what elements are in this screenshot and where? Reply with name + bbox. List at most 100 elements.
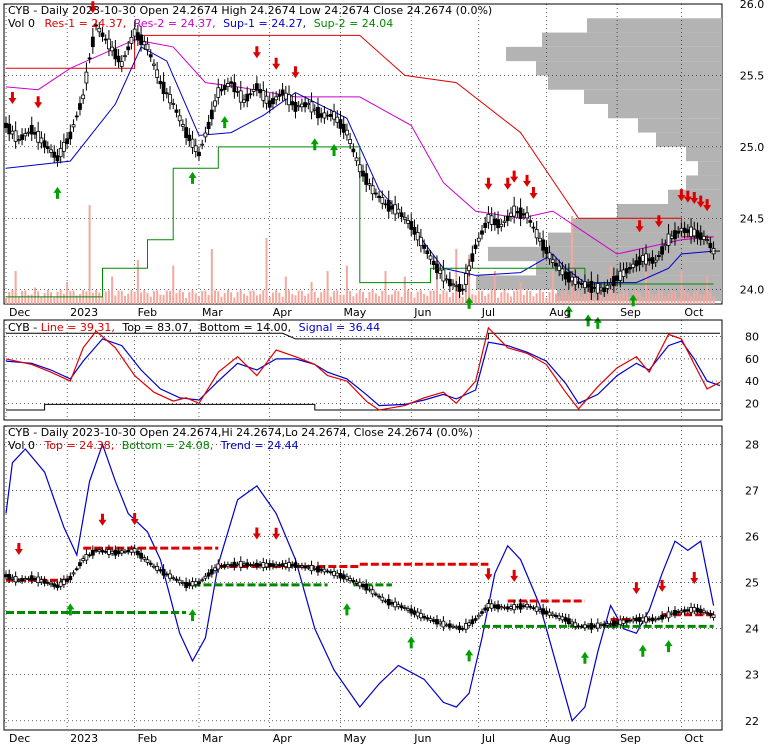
price-candle-body (264, 95, 269, 104)
price-candle-body (702, 235, 706, 240)
trend-legend: Vol 0 Top = 24.38, Bottom = 24.08, Trend… (8, 439, 299, 452)
price-candle-body (428, 255, 433, 260)
price-candle-body (348, 139, 353, 144)
price-candle-body (563, 271, 568, 280)
price-candle-body (412, 226, 417, 235)
price-candle-body (447, 278, 452, 287)
volume-bar-small (529, 291, 532, 304)
trend-y-tick: 23 (745, 669, 759, 682)
price-candle-body (418, 236, 423, 247)
trend-price-candle-body (155, 566, 160, 571)
trend-price-candle-body (409, 608, 414, 614)
price-candle-body (608, 282, 613, 286)
volume-bar (551, 271, 554, 304)
volume-bar-small (609, 290, 612, 304)
volume-bar-small (85, 291, 88, 304)
sell-arrow (34, 96, 43, 109)
trend-price-candle-body (563, 617, 568, 622)
price-candle-body (528, 220, 533, 223)
osc-top-line (6, 332, 720, 340)
price-candle-body (525, 212, 529, 219)
osc-main-line (5, 326, 721, 411)
trend-price-candle-body (502, 606, 507, 609)
price-candle-body (640, 254, 645, 262)
price-candle-body (637, 256, 642, 266)
trend-price-candle-body (383, 600, 388, 603)
trend-price-candle-body (357, 581, 362, 587)
trend-y-tick: 22 (745, 715, 759, 728)
price-candle-body (438, 269, 443, 274)
price-candle-body (335, 116, 340, 123)
price-candle-body (470, 253, 475, 262)
sell-arrow (8, 92, 17, 104)
price-candle-body (303, 102, 308, 108)
trend-price-candle-body (547, 611, 552, 616)
trend-price-candle-body (592, 625, 597, 628)
price-candle-body (242, 99, 246, 103)
price-x-tick: Aug (549, 306, 570, 319)
price-candle-body (132, 28, 137, 37)
trend-price-candle-body (235, 563, 240, 566)
price-candle-body (52, 151, 57, 158)
volume-bar-small (622, 290, 625, 304)
price-candle-body (679, 227, 684, 232)
price-candle-body (554, 262, 558, 267)
price-candle-body (666, 233, 671, 246)
trend-price-candle-body (113, 549, 118, 556)
volume-bar (136, 260, 139, 304)
trend-price-candle-body (238, 560, 243, 568)
trend-price-candle-body (348, 578, 353, 582)
trend-price-candle-body (222, 564, 227, 568)
trend-price-candle-body (673, 610, 677, 616)
volume-bar-small (40, 296, 43, 304)
price-candle-body (197, 151, 201, 157)
trend-price-candle-body (689, 607, 693, 613)
volume-bar-small (201, 290, 204, 304)
volume-bar-small (214, 290, 217, 304)
price-candle-body (454, 285, 459, 288)
trend-price-candle-body (373, 593, 378, 596)
price-candle-body (685, 229, 690, 233)
volume-bar-small (474, 295, 477, 304)
price-candle-body (126, 46, 131, 51)
volume-bar-small (548, 291, 551, 304)
volume-bar-small (27, 294, 30, 304)
oscillator-panel-frame (3, 319, 723, 421)
trend-sell-arrow (252, 527, 261, 540)
volume-bar-small (175, 293, 178, 304)
volume-bar-small (616, 295, 619, 304)
trend-price-candle-body (444, 624, 449, 627)
price-candle-body (184, 127, 189, 139)
volume-bar-small (316, 297, 319, 304)
volume-bar-small (127, 293, 130, 304)
volume-bar-small (516, 290, 519, 304)
price-candle-body (71, 124, 76, 128)
trend-sell-arrow (272, 527, 281, 540)
price-candle-body (267, 100, 272, 108)
trend-price-candle-body (152, 565, 156, 568)
trend-x-tick: Aug (549, 732, 570, 745)
price-candle-body (84, 71, 89, 84)
trend-price-candle-body (287, 562, 291, 569)
price-candle-body (296, 105, 301, 108)
trend-price-candle-body (49, 582, 53, 586)
volume-bar-small (56, 291, 59, 304)
trend-price-candle-body (280, 563, 285, 567)
volume-bar-small (574, 290, 577, 304)
trend-price-candle-body (100, 549, 105, 553)
trend-y-ticks: 28 27 26 25 24 23 22 (745, 438, 759, 727)
price-x-tick: Feb (138, 306, 157, 319)
osc-y-tick: 20 (745, 397, 759, 410)
volume-bar-small (358, 290, 361, 304)
volume-bar-small (262, 290, 265, 304)
price-candle-body (100, 32, 105, 37)
volume-bar-small (152, 291, 155, 304)
volume-bar-small (448, 297, 451, 304)
osc-y-tick: 80 (745, 331, 759, 344)
trend-price-candle-body (628, 619, 632, 622)
price-candle-body (29, 124, 34, 135)
buy-arrow (188, 171, 197, 184)
volume-bar-small (535, 293, 538, 304)
trend-price-candle-body (277, 564, 282, 567)
trend-x-tick: May (343, 732, 366, 745)
